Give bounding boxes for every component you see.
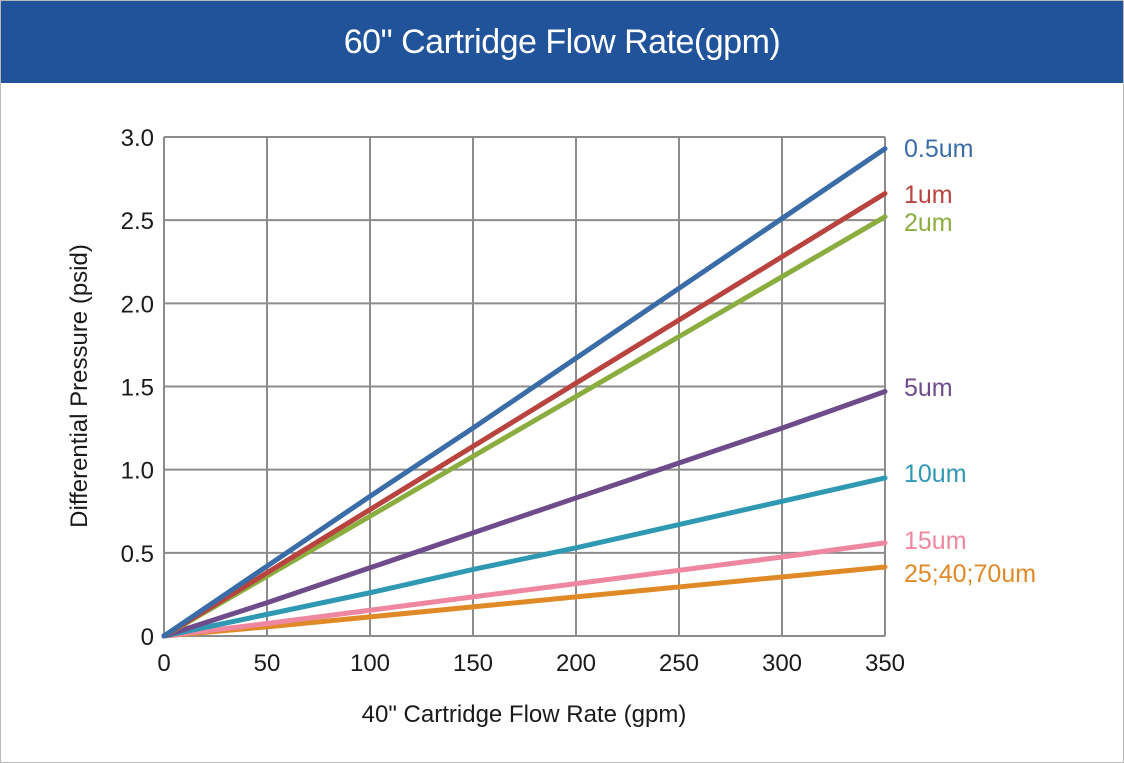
series-line-10um bbox=[161, 475, 888, 639]
chart-title: 60" Cartridge Flow Rate(gpm) bbox=[343, 22, 781, 61]
x-axis-title: 40" Cartridge Flow Rate (gpm) bbox=[362, 701, 687, 728]
y-tick-label: 2.0 bbox=[121, 291, 154, 318]
y-tick-label: 0.5 bbox=[121, 541, 154, 568]
series-lines bbox=[161, 146, 888, 639]
x-tick-label: 150 bbox=[453, 650, 493, 677]
y-tick-label: 1.0 bbox=[121, 458, 154, 485]
y-axis-ticks: 0 0.5 1.0 1.5 2.0 2.5 3.0 bbox=[121, 125, 154, 651]
y-tick-label: 2.5 bbox=[121, 208, 154, 235]
series-label: 10um bbox=[904, 460, 967, 488]
series-label: 15um bbox=[904, 527, 967, 555]
x-tick-label: 200 bbox=[556, 650, 596, 677]
y-axis-title: Differential Pressure (psid) bbox=[66, 244, 93, 528]
x-tick-label: 0 bbox=[157, 650, 170, 677]
x-tick-label: 100 bbox=[350, 650, 390, 677]
series-line-5um bbox=[161, 388, 888, 639]
x-tick-label: 350 bbox=[865, 650, 905, 677]
x-tick-label: 250 bbox=[659, 650, 699, 677]
y-tick-label: 3.0 bbox=[121, 125, 154, 152]
grid bbox=[163, 136, 886, 637]
chart-header: 60" Cartridge Flow Rate(gpm) bbox=[1, 1, 1123, 83]
y-tick-label: 1.5 bbox=[121, 375, 154, 402]
x-axis-ticks: 0 50 100 150 200 250 300 350 bbox=[157, 650, 905, 677]
series-line-1um bbox=[161, 191, 888, 639]
series-label: 0.5um bbox=[904, 135, 973, 163]
y-tick-label: 0 bbox=[141, 624, 154, 651]
series-label: 2um bbox=[904, 209, 953, 237]
series-label: 1um bbox=[904, 181, 953, 209]
series-line-2um bbox=[161, 214, 888, 639]
x-tick-label: 50 bbox=[254, 650, 281, 677]
series-label: 25;40;70um bbox=[904, 560, 1036, 588]
series-line-15um bbox=[161, 540, 888, 639]
series-label: 5um bbox=[904, 374, 953, 402]
series-line-25-40-70um bbox=[161, 564, 888, 639]
x-tick-label: 300 bbox=[762, 650, 802, 677]
series-line-0-5um bbox=[161, 146, 888, 639]
